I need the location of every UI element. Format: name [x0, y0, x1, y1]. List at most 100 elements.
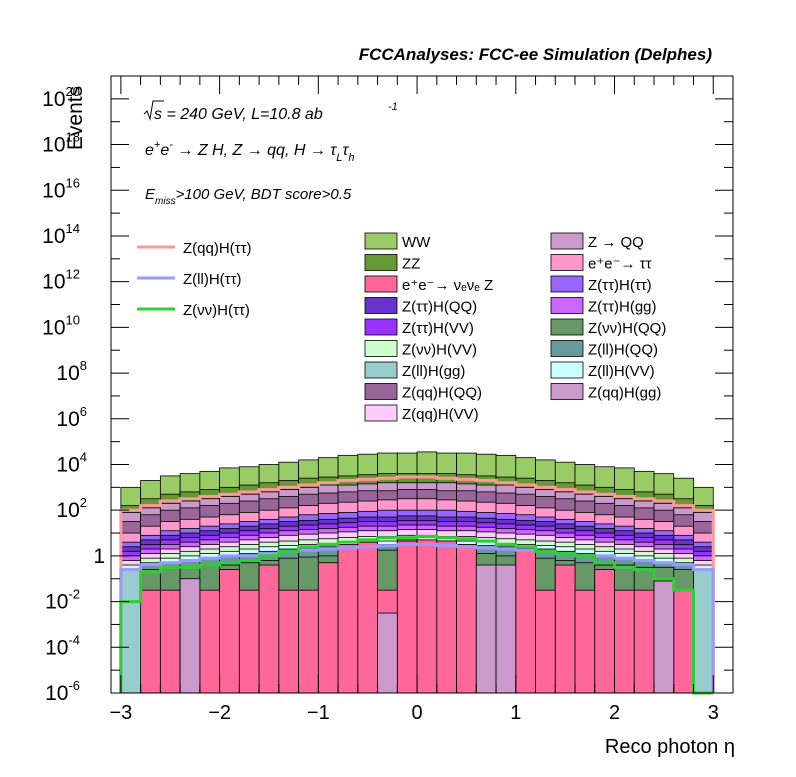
legend-box-ww [364, 232, 398, 250]
line-z-ll-h [119, 542, 715, 693]
legend-box-z-h [550, 275, 584, 293]
bar-e-e-e-e-z-8 [278, 589, 299, 694]
bar-e-e-e-e-z-22 [554, 564, 576, 694]
legend-label-zz: ZZ [402, 256, 420, 273]
bar-e-e-e-e-z-14 [396, 540, 418, 694]
y-tick-label: 106 [56, 404, 87, 431]
legend-box-z-qq [550, 232, 584, 250]
legend-label-z-h-vv: Z(νν)H(VV) [402, 342, 477, 359]
legend-label-ww: WW [402, 234, 431, 251]
legend-label-z-h-qq: Z(νν)H(QQ) [588, 320, 666, 337]
legend-box-z-qq-h-vv [364, 404, 398, 422]
x-tick-label: 2 [609, 702, 620, 724]
y-tick-label: 1016 [42, 175, 80, 202]
bar-e-e-e-e-z-2 [159, 589, 181, 694]
legend-label-e-e: e⁺e⁻→ ττ [588, 256, 652, 273]
x-tick-label: −1 [307, 702, 330, 724]
bar-z-qq-19 [495, 564, 517, 694]
legend-box-z-h-gg [550, 297, 584, 314]
x-tick-label: 3 [708, 702, 719, 724]
annotation-selection: Emiss>100 GeV, BDT score>0.5 [145, 186, 352, 207]
legend-label-z-qq: Z → QQ [588, 234, 644, 251]
bar-e-e-e-e-z-28 [673, 589, 694, 694]
y-tick-label: 1014 [42, 221, 80, 248]
y-tick-label: 102 [56, 495, 87, 522]
annotation-energy-lumi: s = 240 GeV, L=10.8 ab -1 [143, 100, 398, 123]
bar-e-e-e-e-z-11 [337, 544, 359, 694]
legend-backgrounds-col2: Z → QQ e⁺e⁻→ ττ Z(ττ)H(ττ) Z(ττ)H(gg) Z(νν)H… [550, 232, 666, 402]
legend-label-z-ll-h: Z(ll)H(ττ) [183, 271, 242, 288]
legend-label-z-ll-h-vv: Z(ll)H(VV) [588, 363, 655, 380]
bar-e-e-e-e-z-6 [238, 589, 260, 694]
stacked-bars [120, 451, 714, 694]
x-tick-label: −2 [208, 702, 231, 724]
legend-signal: Z(qq)H(ττ) Z(ll)H(ττ) Z(νν)H(ττ) [137, 240, 252, 319]
legend-label-z-qq-h-gg: Z(qq)H(gg) [588, 385, 661, 402]
legend-label-z-ll-h-gg: Z(ll)H(gg) [402, 363, 465, 380]
bar-e-e-e-e-z-17 [456, 544, 477, 694]
y-tick-label: 1 [93, 545, 105, 568]
x-tick-label: −3 [109, 702, 132, 724]
bar-e-e-e-e-z-12 [357, 541, 378, 694]
annotation-lumi-exponent: -1 [388, 101, 398, 113]
y-tick-label: 1010 [42, 312, 80, 339]
legend-box-z-h-qq [364, 297, 398, 314]
bar-e-e-e-e-z-20 [515, 548, 536, 694]
bar-e-e-e-e-z-21 [535, 589, 556, 694]
legend-box-z-h-vv [364, 340, 398, 357]
bar-z-qq-18 [475, 564, 497, 694]
annotation-selection-text: Emiss>100 GeV, BDT score>0.5 [145, 186, 352, 207]
bar-e-e-e-e-z-16 [436, 540, 457, 694]
sqrt-sign-icon [143, 100, 164, 121]
legend-label-z-qq-h-vv: Z(qq)H(VV) [402, 406, 479, 423]
legend-box-e-e-z [364, 275, 398, 293]
legend-label-z-h-gg: Z(ττ)H(gg) [588, 299, 657, 316]
legend-box-z-h-qq [550, 318, 584, 336]
y-tick-label: 1020 [42, 84, 80, 111]
bar-e-e-e-e-z-7 [258, 564, 280, 694]
bar-e-e-e-e-z-9 [298, 589, 319, 694]
line-z-qq-h [119, 475, 715, 693]
plot-frame [110, 75, 734, 694]
legend-backgrounds-col1: WW ZZ e⁺e⁻→ νₑνₑ Z Z(ττ)H(QQ) Z(ττ)H(VV) Z(νν… [364, 232, 493, 423]
legend-box-z-qq-h-gg [550, 383, 584, 400]
legend-box-e-e [550, 254, 584, 271]
y-tick-label: 10-6 [45, 678, 80, 705]
bar-e-e-e-e-z-15 [416, 539, 438, 694]
bar-e-e-e-e-z-10 [317, 562, 339, 694]
x-tick-label: 1 [510, 702, 521, 724]
axis-ticks: −3 −2 −1 0 1 2 3 10-6 10-4 10-2 1 102 104 106 108 1010 1… [42, 75, 734, 724]
bar-e-e-e-e-z-25 [614, 589, 635, 694]
legend-label-z-h-vv: Z(ττ)H(VV) [402, 320, 474, 337]
legend-box-z-ll-h-gg [364, 361, 398, 379]
bar-z-qq-3 [179, 578, 201, 694]
bar-z-ll-h-gg-29 [693, 569, 714, 694]
bar-z-qq-27 [653, 580, 675, 694]
bar-z-qq-13 [377, 612, 398, 694]
chart-header: FCCAnalyses: FCC-ee Simulation (Delphes) [359, 45, 713, 64]
bar-e-e-e-e-z-23 [574, 589, 596, 694]
legend-label-z-h-qq: Z(ττ)H(QQ) [402, 299, 477, 316]
y-tick-label: 10-4 [45, 632, 80, 659]
x-tick-label: 0 [412, 702, 423, 724]
legend-box-zz [364, 254, 398, 271]
y-tick-label: 1012 [42, 267, 80, 294]
bar-z-ll-h-gg-0 [120, 569, 142, 694]
y-tick-label: 104 [56, 449, 87, 476]
y-tick-label: 108 [56, 358, 87, 385]
bar-e-e-e-e-z-24 [594, 569, 615, 694]
y-axis-label: Events [64, 86, 87, 150]
bar-e-e-e-e-z-1 [140, 589, 161, 694]
legend-box-z-ll-h-vv [550, 361, 584, 379]
y-tick-label: 10-2 [45, 587, 80, 614]
bar-e-e-e-e-z-5 [219, 569, 240, 694]
y-tick-label: 1018 [42, 130, 80, 157]
bar-e-e-e-e-z-4 [199, 589, 221, 694]
legend-box-z-qq-h-qq [364, 383, 398, 400]
legend-box-z-ll-h-qq [550, 340, 584, 357]
legend-label-z-qq-h: Z(qq)H(ττ) [183, 240, 252, 257]
legend-label-z-h: Z(νν)H(ττ) [183, 302, 250, 319]
signal-lines [119, 475, 715, 695]
